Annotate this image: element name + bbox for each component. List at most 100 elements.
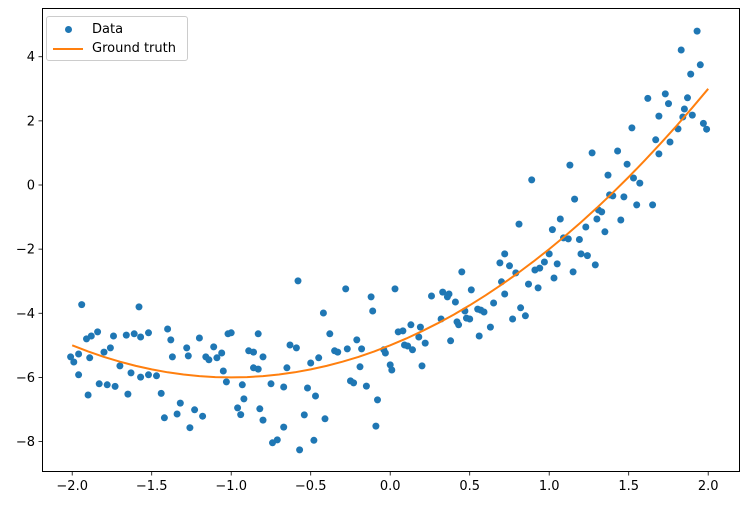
y-tick-label: −4: [16, 307, 35, 322]
data-point: [550, 274, 558, 282]
data-point: [95, 380, 103, 388]
data-point: [356, 363, 364, 371]
data-point: [307, 359, 315, 367]
data-point: [466, 315, 474, 323]
data-point: [582, 223, 590, 231]
data-point: [534, 284, 542, 292]
data-point: [553, 260, 561, 268]
data-point: [250, 348, 257, 356]
data-point: [428, 292, 435, 300]
data-point: [350, 379, 358, 387]
data-point: [122, 331, 130, 339]
data-point: [273, 436, 281, 444]
data-point: [509, 315, 517, 323]
data-point: [238, 381, 246, 389]
data-point: [254, 330, 262, 338]
data-point: [304, 384, 311, 392]
data-point: [237, 411, 245, 419]
data-point: [184, 352, 192, 360]
data-point: [564, 235, 572, 243]
data-point: [652, 136, 660, 144]
data-point: [421, 339, 429, 347]
legend-label-data: Data: [92, 22, 124, 37]
y-tick-label: 2: [27, 114, 35, 129]
data-point: [451, 298, 459, 306]
legend-swatch-ground-truth: [52, 47, 84, 50]
data-point: [693, 27, 701, 35]
data-point: [548, 226, 556, 234]
y-tick-label: −8: [16, 435, 35, 450]
data-point: [614, 147, 622, 155]
data-point: [418, 362, 426, 370]
data-point: [409, 346, 416, 354]
data-point: [283, 364, 291, 372]
data-point: [528, 176, 536, 184]
data-point: [455, 321, 463, 329]
x-tick-label: 1.0: [539, 479, 560, 494]
data-point: [343, 345, 351, 353]
data-point: [296, 446, 304, 454]
data-point: [86, 354, 94, 362]
ground-truth-curve: [71, 88, 709, 379]
data-point: [583, 252, 591, 260]
data-point: [496, 259, 504, 267]
data-point: [205, 356, 213, 364]
data-point: [556, 215, 564, 223]
y-tick-label: 4: [27, 50, 35, 65]
data-point: [636, 179, 644, 187]
data-point: [300, 411, 308, 419]
data-point: [598, 208, 606, 216]
line-marker-icon: [53, 47, 83, 50]
data-point: [372, 422, 380, 430]
data-point: [84, 391, 92, 399]
data-point: [486, 323, 494, 331]
data-point: [240, 395, 248, 403]
data-point: [358, 345, 366, 353]
data-point: [342, 285, 350, 293]
data-point: [521, 312, 529, 320]
legend-swatch-data: [52, 26, 84, 33]
data-point: [399, 327, 407, 335]
data-point: [137, 373, 145, 381]
data-point: [665, 100, 672, 108]
legend-label-ground-truth: Ground truth: [92, 41, 176, 56]
data-point: [575, 236, 583, 243]
data-point: [540, 258, 548, 266]
x-tick-label: 0.0: [380, 479, 401, 494]
data-point: [367, 293, 375, 301]
data-point: [480, 308, 488, 316]
data-point: [655, 150, 663, 158]
legend-item-ground-truth: Ground truth: [52, 39, 181, 58]
data-point: [145, 371, 152, 379]
data-point: [294, 277, 302, 285]
data-point: [321, 415, 329, 423]
data-point: [501, 250, 509, 258]
data-point: [310, 436, 318, 444]
data-point: [604, 171, 612, 179]
data-point: [234, 404, 242, 412]
data-point: [391, 285, 399, 293]
data-point: [195, 334, 203, 342]
data-point: [388, 366, 396, 374]
x-tick-label: −2.0: [56, 479, 88, 494]
data-point: [633, 201, 641, 209]
data-point: [183, 344, 191, 352]
data-point: [319, 309, 327, 317]
data-point: [286, 341, 294, 349]
data-point: [458, 268, 466, 276]
data-point: [137, 333, 145, 341]
data-point: [353, 336, 361, 344]
data-point: [164, 325, 172, 333]
y-tick-label: 0: [27, 179, 35, 194]
data-point: [688, 111, 696, 119]
data-point: [407, 321, 415, 329]
data-point: [677, 46, 685, 54]
data-point: [628, 124, 636, 132]
data-point: [374, 396, 381, 404]
data-point: [103, 381, 111, 389]
data-point: [467, 286, 475, 294]
data-point: [145, 329, 152, 337]
data-point: [696, 61, 704, 69]
scatter-marker-icon: [64, 26, 72, 33]
